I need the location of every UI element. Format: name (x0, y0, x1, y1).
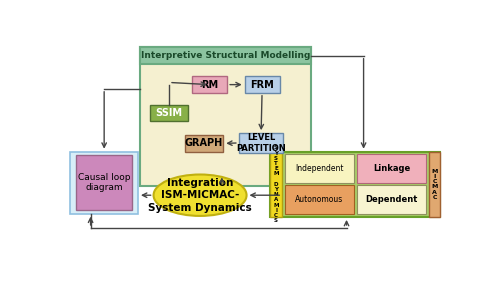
FancyBboxPatch shape (140, 47, 310, 186)
Text: RM: RM (201, 80, 218, 90)
Text: S
Y
S
T
E
M
 
D
Y
N
A
M
I
C
S: S Y S T E M D Y N A M I C S (274, 145, 279, 223)
FancyBboxPatch shape (358, 154, 426, 183)
FancyBboxPatch shape (358, 185, 426, 215)
Text: LEVEL
PARTITION: LEVEL PARTITION (236, 133, 286, 153)
FancyBboxPatch shape (140, 47, 310, 65)
Text: GRAPH: GRAPH (185, 138, 223, 149)
Text: Autonomous: Autonomous (296, 195, 344, 204)
FancyBboxPatch shape (286, 154, 354, 183)
FancyBboxPatch shape (150, 105, 188, 121)
Text: Dependent: Dependent (366, 195, 418, 204)
FancyBboxPatch shape (270, 152, 440, 217)
Text: Independent: Independent (295, 164, 344, 173)
FancyBboxPatch shape (270, 152, 282, 217)
Text: FRM: FRM (250, 80, 274, 90)
FancyBboxPatch shape (244, 76, 280, 93)
FancyBboxPatch shape (192, 76, 227, 93)
FancyBboxPatch shape (239, 133, 284, 153)
Text: SSIM: SSIM (156, 108, 182, 118)
Text: Linkage: Linkage (373, 164, 410, 173)
FancyBboxPatch shape (76, 155, 132, 211)
FancyBboxPatch shape (286, 185, 354, 215)
FancyBboxPatch shape (184, 135, 224, 152)
FancyBboxPatch shape (70, 152, 138, 214)
Text: Interpretive Structural Modelling: Interpretive Structural Modelling (140, 51, 310, 60)
FancyBboxPatch shape (428, 152, 440, 217)
Ellipse shape (154, 175, 246, 216)
Text: Integration
ISM-MICMAC-
System Dynamics: Integration ISM-MICMAC- System Dynamics (148, 178, 252, 213)
Text: M
I
C
M
A
C: M I C M A C (432, 169, 438, 200)
Text: Causal loop
diagram: Causal loop diagram (78, 173, 130, 192)
